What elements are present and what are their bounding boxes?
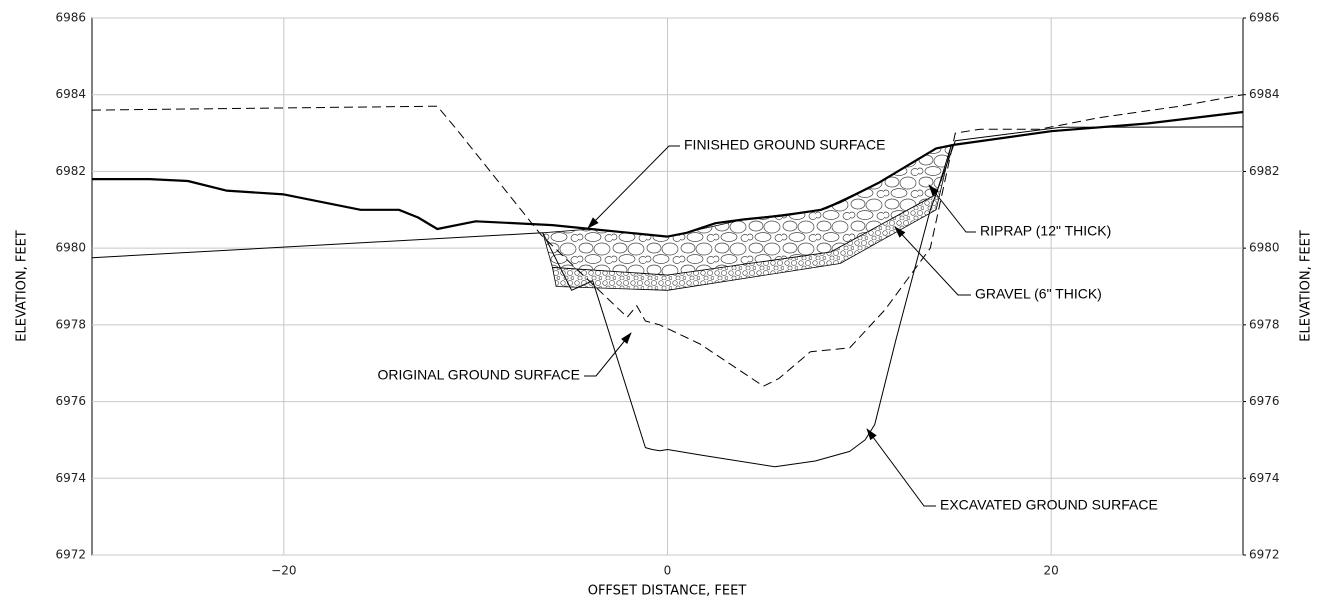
y2-axis-label: ELEVATION, FEET bbox=[1299, 230, 1314, 342]
y-tick-label: 6986 bbox=[55, 11, 86, 25]
annotation: ORIGINAL GROUND SURFACE bbox=[377, 367, 580, 383]
y2-tick-label: 6980 bbox=[1249, 241, 1280, 255]
y-axis-label: ELEVATION, FEET bbox=[15, 230, 30, 342]
y2-tick-label: 6974 bbox=[1249, 471, 1280, 485]
x-tick-label: 0 bbox=[664, 564, 672, 578]
x-tick-label: 20 bbox=[1044, 564, 1059, 578]
y-tick-label: 6974 bbox=[55, 471, 86, 485]
y2-tick-label: 6978 bbox=[1249, 317, 1280, 331]
y-tick-label: 6982 bbox=[55, 164, 86, 178]
annotation: FINISHED GROUND SURFACE bbox=[684, 137, 885, 153]
x-tick-label: −20 bbox=[271, 564, 296, 578]
y2-tick-label: 6984 bbox=[1249, 87, 1280, 101]
y2-tick-label: 6986 bbox=[1249, 11, 1280, 25]
y-tick-label: 6976 bbox=[55, 394, 86, 408]
leader-line bbox=[588, 146, 680, 228]
y-tick-label: 6980 bbox=[55, 241, 86, 255]
leader-line bbox=[867, 429, 936, 506]
annotation: EXCAVATED GROUND SURFACE bbox=[940, 497, 1158, 513]
y-tick-label: 6972 bbox=[55, 548, 86, 562]
leader-line bbox=[584, 333, 631, 376]
x-axis-label: OFFSET DISTANCE, FEET bbox=[588, 584, 747, 599]
y-tick-label: 6984 bbox=[55, 87, 86, 101]
annotation: RIPRAP (12" THICK) bbox=[980, 223, 1111, 239]
leader-line bbox=[895, 227, 971, 295]
y2-tick-label: 6982 bbox=[1249, 164, 1280, 178]
fill-layer bbox=[543, 145, 952, 275]
chart: OFFSET DISTANCE, FEET ELEVATION, FEET EL… bbox=[0, 0, 1317, 603]
annotation: GRAVEL (6" THICK) bbox=[975, 286, 1102, 302]
y2-tick-label: 6976 bbox=[1249, 394, 1280, 408]
y2-tick-label: 6972 bbox=[1249, 548, 1280, 562]
y-tick-label: 6978 bbox=[55, 317, 86, 331]
